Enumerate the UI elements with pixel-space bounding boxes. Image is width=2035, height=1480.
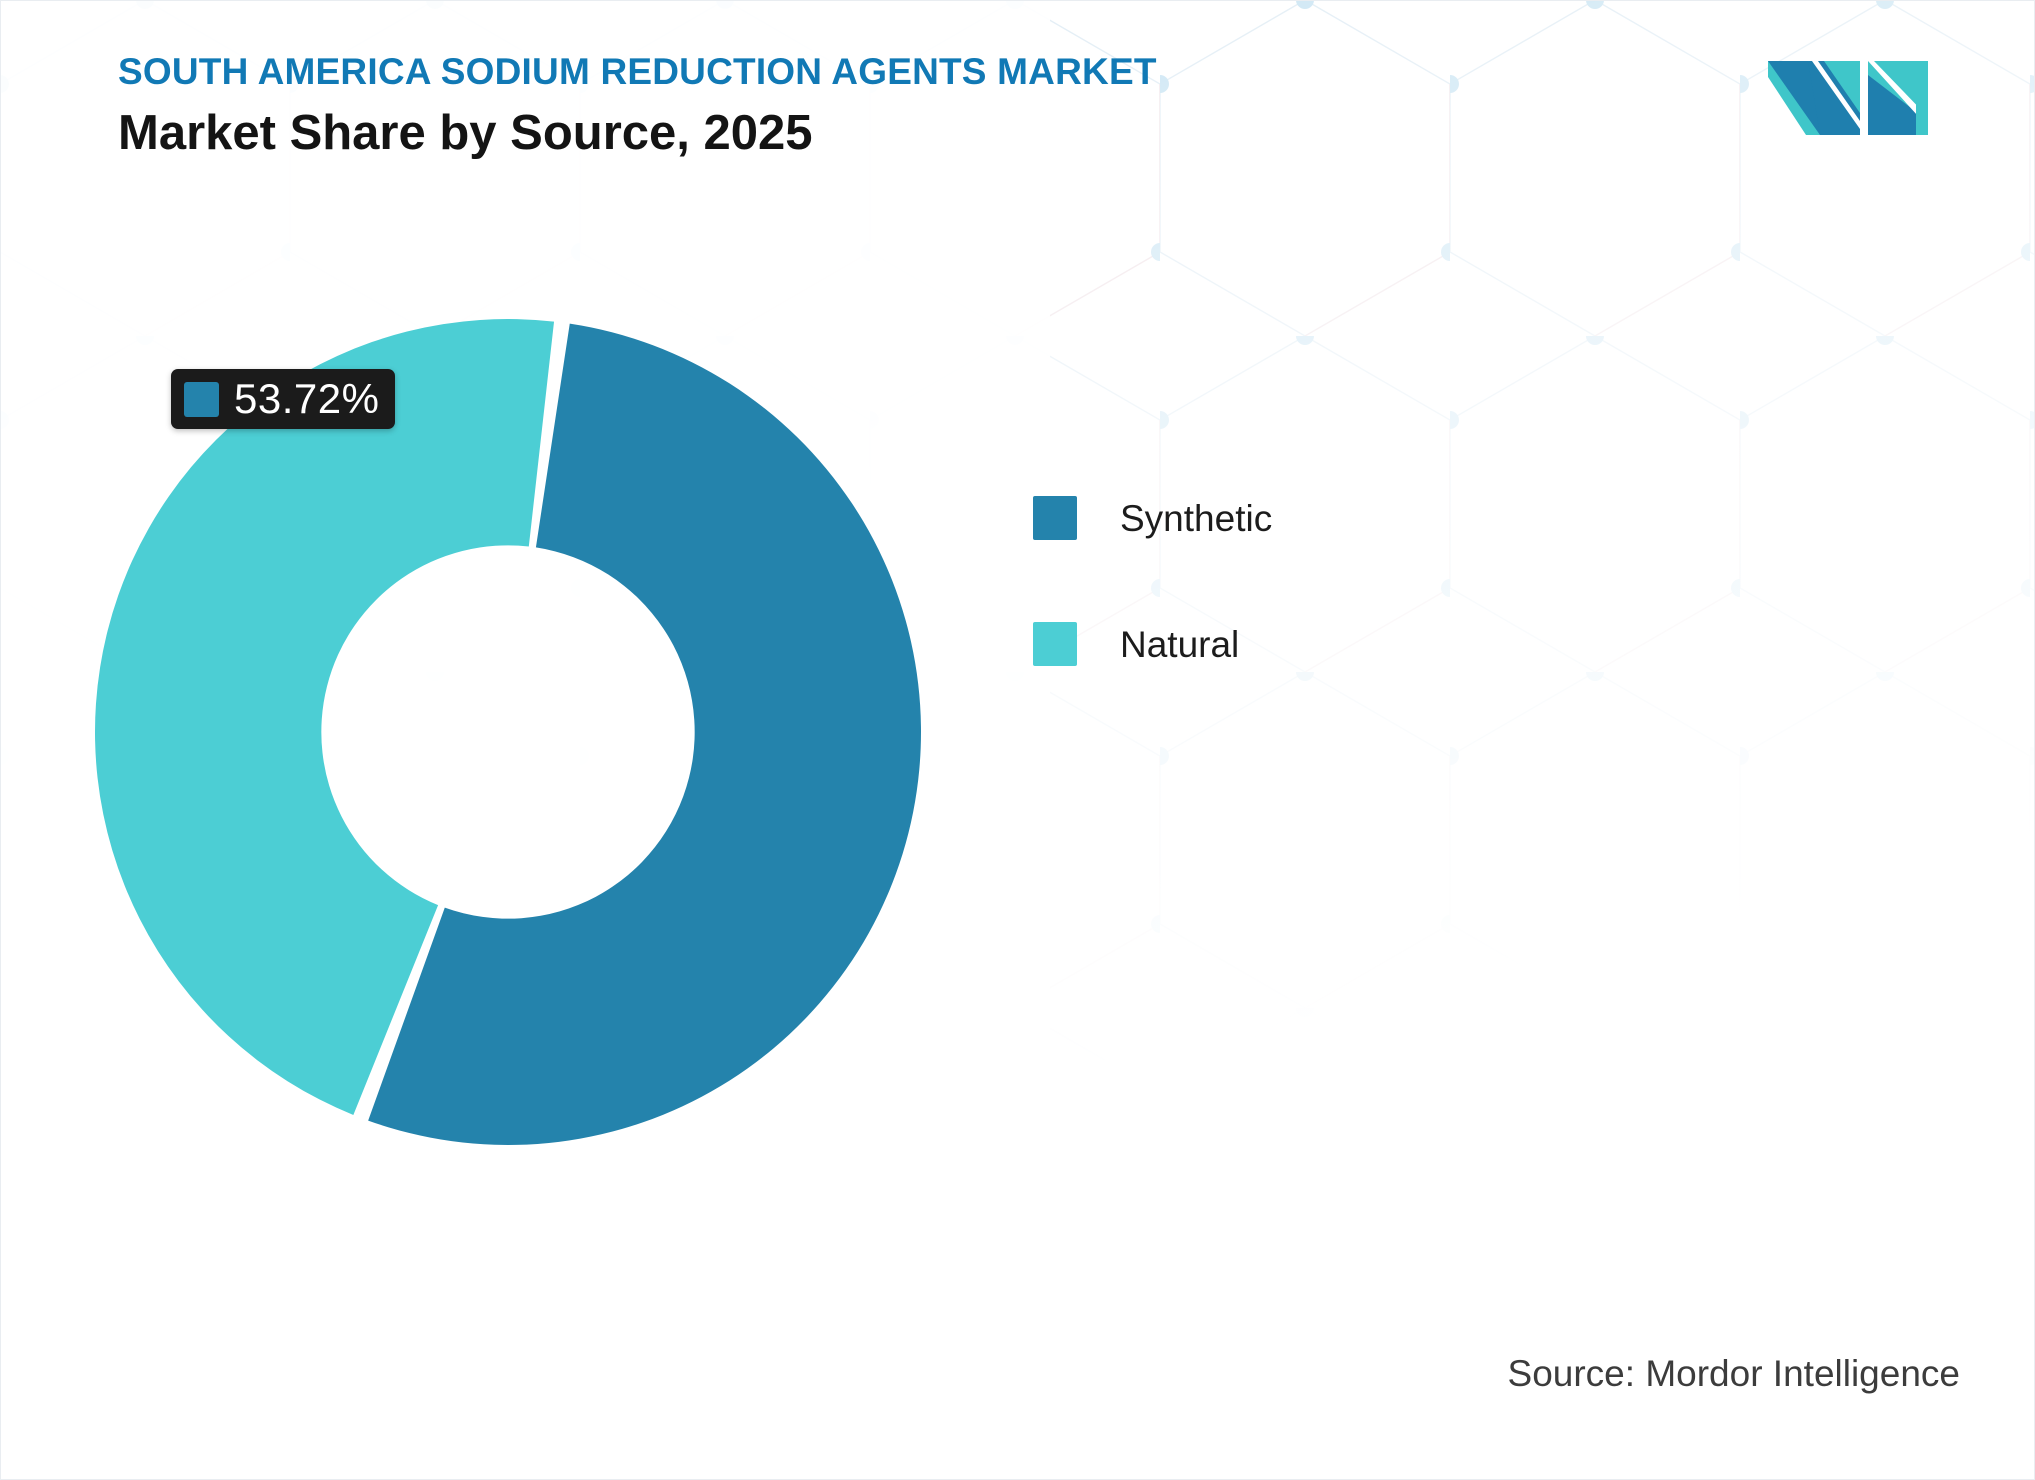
data-label-tooltip: 53.72% bbox=[171, 369, 396, 429]
chart-legend: Synthetic Natural bbox=[1033, 496, 1272, 666]
donut-chart[interactable] bbox=[95, 319, 921, 1145]
chart-eyebrow-title: SOUTH AMERICA SODIUM REDUCTION AGENTS MA… bbox=[118, 51, 1157, 92]
tooltip-value-text: 53.72% bbox=[234, 375, 380, 422]
legend-swatch-synthetic bbox=[1033, 496, 1077, 540]
donut-slice-natural[interactable] bbox=[95, 319, 555, 1115]
legend-label-natural: Natural bbox=[1120, 623, 1240, 665]
legend-item-natural[interactable]: Natural bbox=[1033, 622, 1272, 666]
legend-swatch-natural bbox=[1033, 622, 1077, 666]
legend-item-synthetic[interactable]: Synthetic bbox=[1033, 496, 1272, 540]
donut-chart-container: 53.72% bbox=[95, 319, 921, 1145]
mordor-intelligence-logo[interactable] bbox=[1768, 61, 1928, 135]
legend-label-synthetic: Synthetic bbox=[1120, 497, 1273, 539]
chart-header: SOUTH AMERICA SODIUM REDUCTION AGENTS MA… bbox=[118, 51, 1157, 161]
page-title: Market Share by Source, 2025 bbox=[118, 105, 813, 160]
tooltip-color-swatch bbox=[184, 381, 219, 417]
donut-slice-synthetic[interactable] bbox=[368, 323, 921, 1145]
source-attribution: Source: Mordor Intelligence bbox=[1507, 1353, 1960, 1394]
